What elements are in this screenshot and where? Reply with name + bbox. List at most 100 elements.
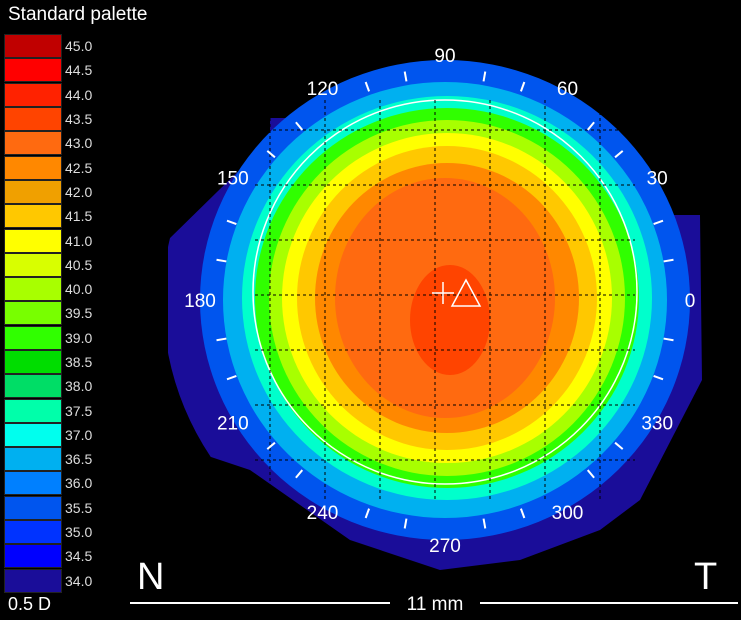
angle-ticks: [216, 71, 674, 529]
center-cross-icon: [432, 282, 454, 304]
legend-entry: 36.5: [4, 447, 93, 472]
legend-swatch: [4, 131, 62, 156]
legend-value: 40.5: [65, 256, 93, 273]
legend-entry: 34.5: [4, 544, 93, 569]
angle-tick: [295, 121, 304, 131]
legend-value: 45.0: [65, 38, 93, 55]
legend-entry: 40.5: [4, 252, 93, 277]
legend-value: 36.5: [65, 451, 93, 468]
angle-tick: [364, 81, 371, 92]
legend-entry: 34.0: [4, 568, 92, 593]
legend-swatch: [4, 204, 62, 229]
legend-entry: 41.5: [4, 204, 93, 229]
angle-label: 330: [641, 414, 673, 435]
legend-swatch: [4, 325, 62, 350]
legend-swatch: [4, 34, 62, 59]
angle-tick: [614, 441, 624, 450]
angle-label: 90: [434, 46, 455, 67]
angle-label: 210: [217, 414, 249, 435]
map-zone-red-orange: [410, 265, 490, 375]
angle-tick: [403, 518, 408, 529]
legend-entry: 39.0: [4, 325, 93, 350]
legend-value: 36.0: [65, 475, 93, 492]
legend-value: 44.0: [65, 86, 93, 103]
angle-label: 30: [647, 169, 668, 190]
angle-tick: [482, 71, 487, 82]
legend-value: 43.5: [65, 111, 93, 128]
legend-swatch: [4, 277, 62, 302]
legend-swatch: [4, 107, 62, 132]
legend-value: 39.0: [65, 329, 93, 346]
angle-label: 60: [557, 79, 578, 100]
angle-tick: [266, 150, 276, 159]
angle-label: 270: [429, 536, 461, 557]
apex-triangle-icon: [450, 278, 482, 307]
legend-entry: 44.5: [4, 58, 92, 83]
legend-value: 37.5: [65, 402, 93, 419]
legend-entry: 37.5: [4, 398, 93, 423]
legend-entry: 37.0: [4, 422, 93, 447]
temporal-label: T: [694, 556, 718, 598]
legend-swatch: [4, 495, 62, 520]
angle-tick: [653, 374, 664, 381]
legend-value: 40.0: [65, 281, 93, 298]
angle-tick: [216, 258, 227, 263]
grid: [255, 100, 635, 500]
legend-entry: 40.0: [4, 277, 93, 302]
legend-swatch: [4, 350, 62, 374]
palette-title: Standard palette: [8, 4, 148, 25]
legend-value: 41.5: [65, 208, 93, 225]
legend-value: 39.5: [65, 305, 93, 322]
angle-tick: [295, 469, 304, 479]
legend-entry: 38.5: [4, 350, 92, 374]
legend-value: 38.5: [65, 354, 93, 370]
angle-tick: [663, 337, 674, 342]
angle-label: 240: [307, 503, 339, 524]
legend-swatch: [4, 179, 62, 204]
legend-value: 43.0: [65, 135, 93, 152]
legend-value: 42.0: [65, 183, 93, 200]
legend-swatch: [4, 374, 62, 399]
legend-value: 35.5: [65, 499, 93, 516]
angle-tick: [364, 508, 371, 519]
legend-entry: 39.5: [4, 301, 93, 326]
legend-entry: 36.0: [4, 471, 93, 496]
angle-tick: [519, 81, 526, 92]
angle-label: 0: [685, 291, 696, 312]
legend-entry: 41.0: [4, 228, 92, 253]
legend-entry: 43.5: [4, 107, 93, 132]
legend-swatch: [4, 82, 62, 107]
angle-label: 150: [217, 169, 249, 190]
angle-label: 180: [184, 291, 216, 312]
legend-value: 38.0: [65, 378, 93, 395]
legend-swatch: [4, 471, 62, 496]
angle-tick: [653, 219, 664, 226]
legend-value: 35.0: [65, 524, 93, 541]
legend-entry: 38.0: [4, 374, 93, 399]
legend-swatch: [4, 228, 62, 253]
legend-swatch: [4, 155, 62, 180]
legend-swatch: [4, 398, 62, 423]
angle-tick: [586, 121, 595, 131]
angle-tick: [614, 150, 624, 159]
legend-swatch: [4, 252, 62, 277]
angle-label: 120: [307, 79, 339, 100]
legend-entry: 45.0: [4, 34, 93, 59]
palette-step: 0.5 D: [8, 594, 52, 614]
legend-swatch: [4, 544, 62, 569]
legend-entry: 42.5: [4, 155, 92, 180]
legend-value: 34.5: [65, 548, 93, 565]
scale-label: 11 mm: [407, 594, 464, 615]
angle-tick: [482, 518, 487, 529]
legend-swatch: [4, 568, 62, 593]
legend-value: 37.0: [65, 426, 93, 443]
angle-tick: [216, 337, 227, 342]
angle-tick: [586, 469, 595, 479]
angle-tick: [266, 441, 276, 450]
legend-entry: 42.0: [4, 179, 93, 204]
legend-entry: 43.0: [4, 131, 93, 156]
nasal-label: N: [137, 556, 165, 598]
legend-swatch: [4, 58, 62, 83]
legend-swatch: [4, 301, 62, 326]
